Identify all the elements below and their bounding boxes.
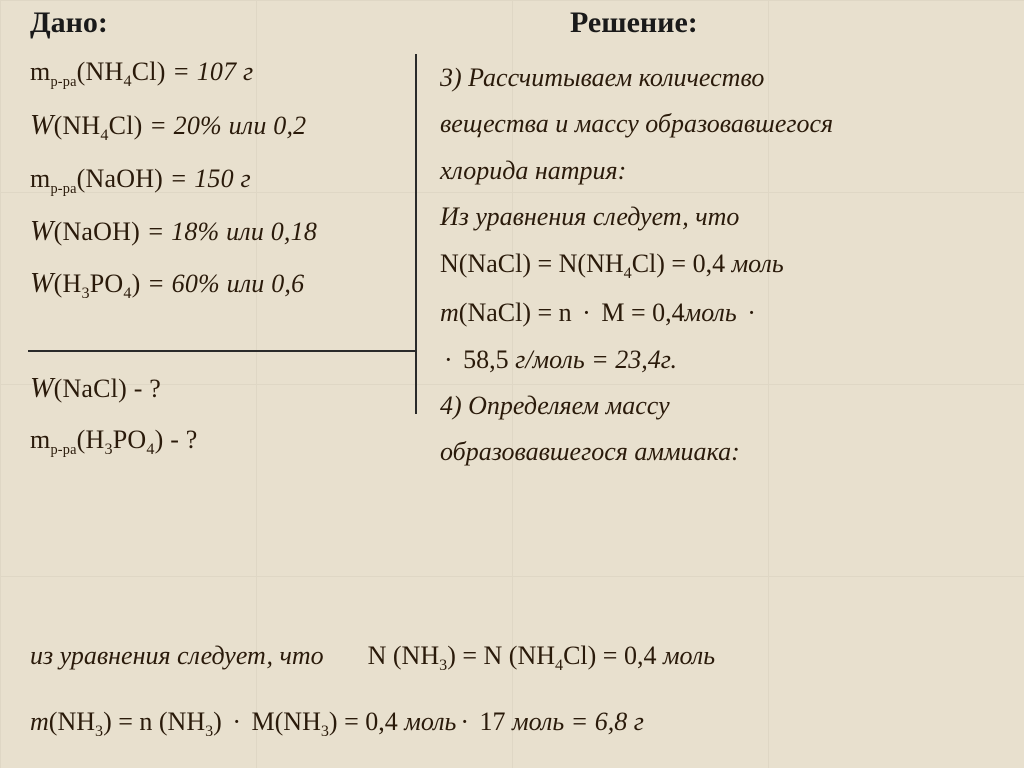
formula-part: Cl) xyxy=(109,111,150,140)
sol-step4-a: 4) Определяем массу xyxy=(440,388,1005,424)
subscript: 3 xyxy=(95,723,103,740)
w-symbol: W xyxy=(30,216,54,247)
sol-step3-c: хлорида натрия: xyxy=(440,153,1005,189)
formula-part: ) xyxy=(213,707,228,736)
given-heading: Дано: xyxy=(30,6,108,40)
given-line-1: mр-ра(NH4Cl) = 107 г xyxy=(30,54,405,93)
value: = 107 г xyxy=(172,57,253,86)
given-line-2: W(NH4Cl) = 20% или 0,2 xyxy=(30,107,405,147)
formula-part: N (NH xyxy=(368,641,440,670)
formula-part: Cl) = 0,4 xyxy=(563,641,663,670)
subscript-rra: р-ра xyxy=(50,442,76,458)
unit: моль xyxy=(663,641,715,670)
subscript: 4 xyxy=(624,265,632,282)
find-line-1: W(NaCl) - ? xyxy=(30,370,400,408)
formula-part: Cl) xyxy=(132,57,173,86)
dot-icon: · xyxy=(456,704,473,740)
formula-part: (NH xyxy=(49,707,95,736)
formula-part: ) xyxy=(132,269,148,298)
solution-heading: Решение: xyxy=(570,6,698,40)
formula-part: PO xyxy=(113,425,147,454)
dot-icon: · xyxy=(578,295,595,331)
value: = 20% или 0,2 xyxy=(149,111,306,140)
mass-symbol: m xyxy=(30,425,50,454)
dot-icon: · xyxy=(228,704,245,740)
formula-part: M = 0,4 xyxy=(595,298,685,327)
value: = 60% или 0,6 xyxy=(147,269,304,298)
unit: моль xyxy=(512,707,571,736)
subscript-rra: р-ра xyxy=(50,181,76,197)
result: г/моль = 23,4г. xyxy=(515,345,677,374)
find-block: W(NaCl) - ? mр-ра(H3PO4) - ? xyxy=(30,370,400,475)
sol-eq-intro: Из уравнения следует, что xyxy=(440,199,1005,235)
given-line-3: mр-ра(NaOH) = 150 г xyxy=(30,161,405,199)
sol-n-nacl: N(NaCl) = N(NH4Cl) = 0,4 моль xyxy=(440,246,1005,286)
subscript: 3 xyxy=(205,723,213,740)
formula-part: (NaOH) xyxy=(77,164,170,193)
subscript: 4 xyxy=(555,657,563,674)
subscript-rra: р-ра xyxy=(50,74,76,90)
formula-part: (NaCl) = n xyxy=(459,298,578,327)
formula-part: N(NaCl) = N(NH xyxy=(440,249,624,278)
value: = 150 г xyxy=(170,164,251,193)
result: = 6,8 г xyxy=(571,707,644,736)
given-block: mр-ра(NH4Cl) = 107 г W(NH4Cl) = 20% или … xyxy=(30,54,405,319)
sol-m-nacl-a: m(NaCl) = n · M = 0,4моль · xyxy=(440,295,1005,331)
value: = 18% или 0,18 xyxy=(147,217,317,246)
formula-part: Cl) = 0,4 xyxy=(632,249,732,278)
subscript: 4 xyxy=(123,285,131,302)
subscript: 3 xyxy=(439,657,447,674)
formula-part: PO xyxy=(90,269,124,298)
given-line-4: W(NaOH) = 18% или 0,18 xyxy=(30,213,405,251)
subscript: 4 xyxy=(146,441,154,458)
formula-part: ) = 0,4 xyxy=(329,707,404,736)
sol-step4-b: образовавшегося аммиака: xyxy=(440,434,1005,470)
formula-part: (NaOH) xyxy=(54,217,147,246)
dot-icon: · xyxy=(743,295,760,331)
subscript: 4 xyxy=(100,127,108,144)
formula-part: (NH xyxy=(54,111,101,140)
given-line-5: W(H3PO4) = 60% или 0,6 xyxy=(30,265,405,305)
m-symbol: m xyxy=(440,298,459,327)
bottom-block: из уравнения следует, что N (NH3) = N (N… xyxy=(30,638,990,754)
find-line-2: mр-ра(H3PO4) - ? xyxy=(30,422,400,461)
subscript: 3 xyxy=(321,723,329,740)
formula-part: ) = N (NH xyxy=(447,641,555,670)
dot-icon: · xyxy=(440,342,457,378)
formula-part: (H xyxy=(54,269,82,298)
w-symbol: W xyxy=(30,268,54,299)
subscript: 3 xyxy=(105,441,113,458)
horizontal-divider xyxy=(28,350,416,352)
formula-part: 58,5 xyxy=(457,345,516,374)
sol-step3-a: 3) Рассчитываем количество xyxy=(440,60,1005,96)
formula-part: ) - ? xyxy=(155,425,198,454)
formula-part: M(NH xyxy=(245,707,321,736)
subscript: 3 xyxy=(81,285,89,302)
m-symbol: m xyxy=(30,707,49,736)
subscript: 4 xyxy=(123,73,131,90)
bottom-m-nh3: m(NH3) = n (NH3) · M(NH3) = 0,4 моль· 17… xyxy=(30,704,990,744)
w-symbol: W xyxy=(30,110,54,141)
unit: моль xyxy=(404,707,456,736)
sol-m-nacl-b: · 58,5 г/моль = 23,4г. xyxy=(440,342,1005,378)
vertical-divider xyxy=(415,54,417,414)
formula-part: (H xyxy=(77,425,105,454)
sol-step3-b: вещества и массу образовавшегося xyxy=(440,106,1005,142)
formula-part: (NaCl) - ? xyxy=(54,374,161,403)
formula-part: (NH xyxy=(77,57,124,86)
unit: моль xyxy=(732,249,784,278)
solution-block: 3) Рассчитываем количество вещества и ма… xyxy=(440,60,1005,481)
w-symbol: W xyxy=(30,373,54,404)
mass-symbol: m xyxy=(30,164,50,193)
formula-part: 17 xyxy=(473,707,512,736)
formula-part: ) = n (NH xyxy=(103,707,205,736)
bottom-n-nh3: N (NH3) = N (NH4Cl) = 0,4 моль xyxy=(368,638,715,678)
bottom-intro: из уравнения следует, что xyxy=(30,638,324,674)
unit: моль xyxy=(685,298,744,327)
mass-symbol: m xyxy=(30,57,50,86)
